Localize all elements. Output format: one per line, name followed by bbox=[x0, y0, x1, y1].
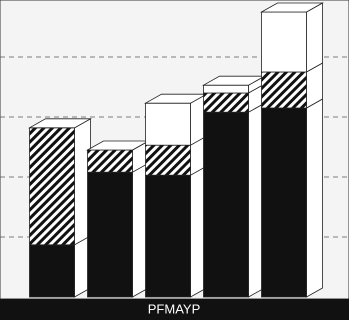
bar bbox=[29, 244, 75, 298]
bar bbox=[29, 127, 75, 246]
bar-top bbox=[27, 118, 93, 129]
footer-strip bbox=[0, 299, 349, 320]
bar bbox=[87, 149, 133, 173]
bar bbox=[145, 144, 191, 176]
bar-top bbox=[259, 2, 325, 13]
watermark: PFMAYP bbox=[148, 301, 201, 316]
bar bbox=[261, 11, 307, 73]
bar bbox=[145, 174, 191, 298]
bar-side bbox=[306, 2, 323, 73]
bar-side bbox=[306, 98, 323, 298]
bar bbox=[203, 111, 249, 298]
bar bbox=[203, 84, 249, 94]
bar bbox=[87, 171, 133, 298]
bar bbox=[261, 107, 307, 298]
bar bbox=[145, 102, 191, 146]
bar bbox=[203, 92, 249, 113]
bar bbox=[261, 71, 307, 109]
